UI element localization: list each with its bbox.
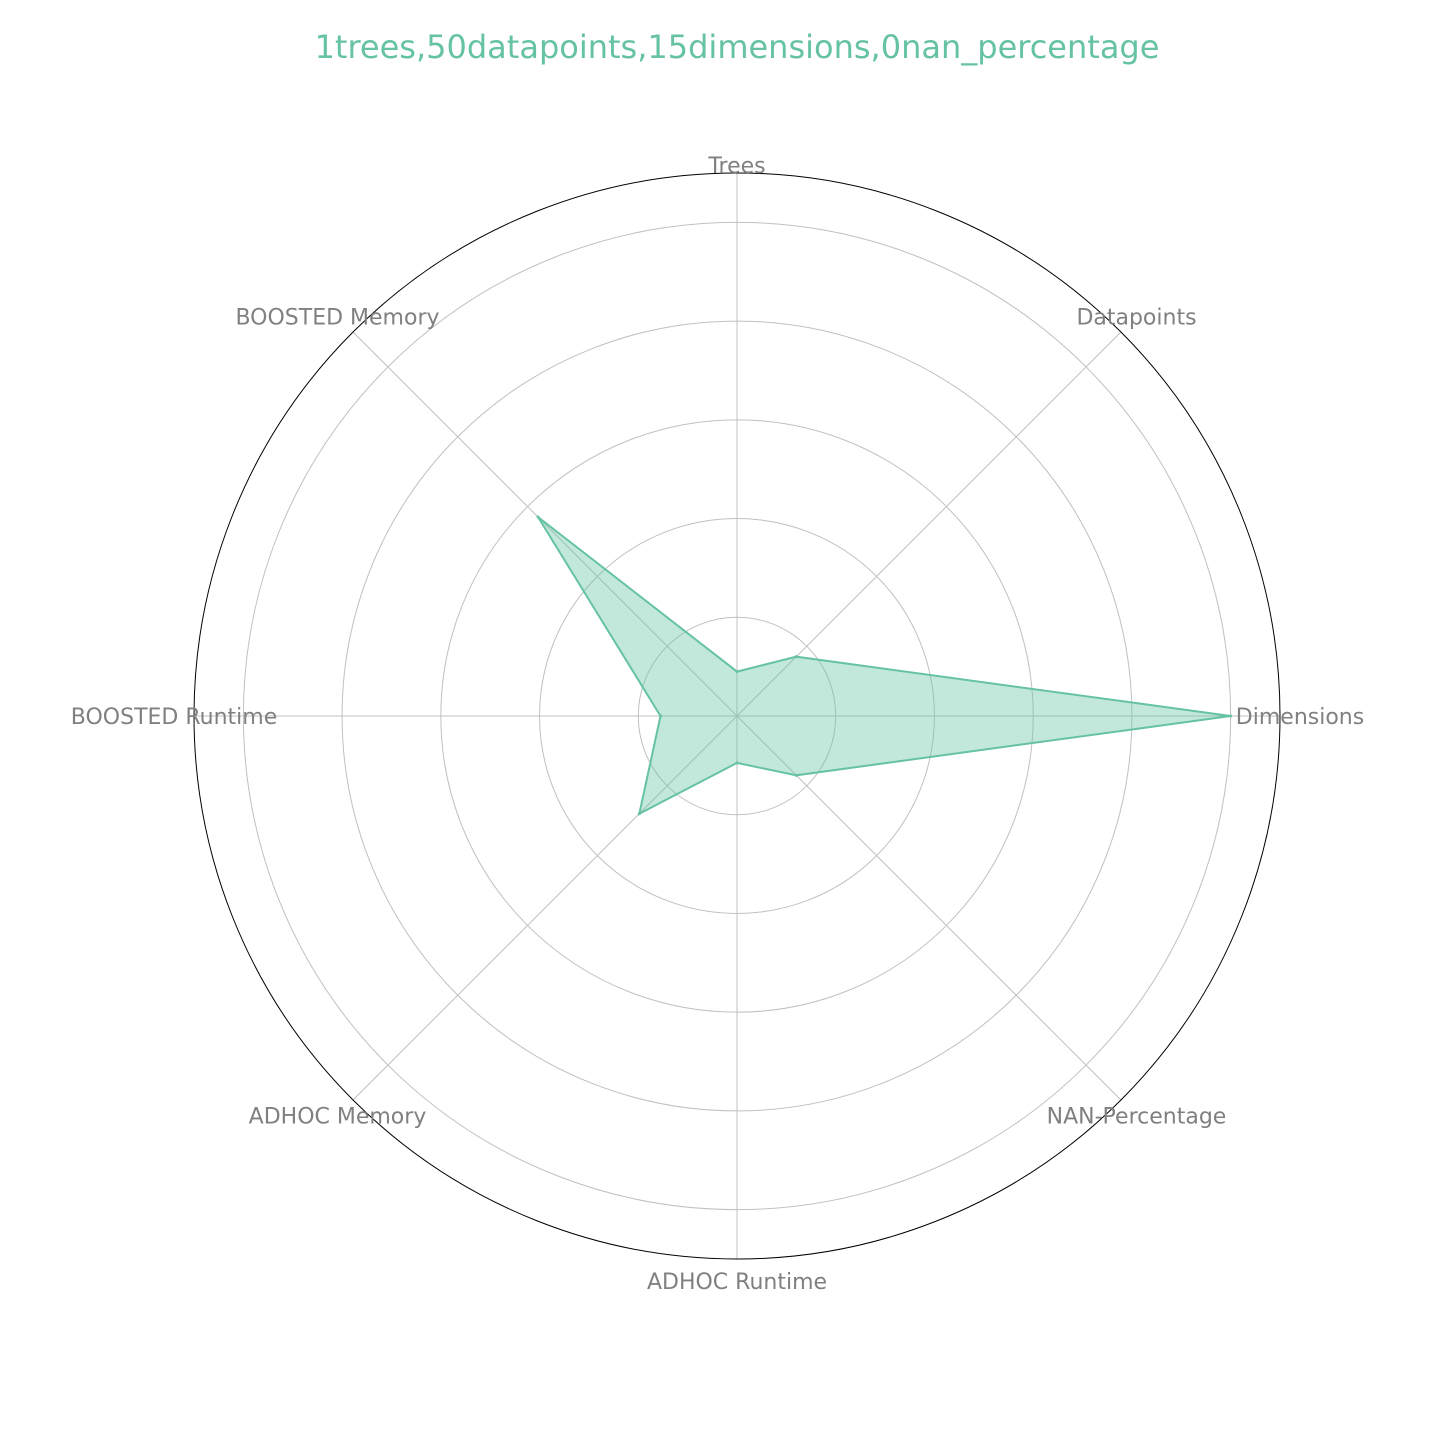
outer-frame [193,172,1281,1260]
spoke-4 [736,715,1122,1101]
spoke-2 [736,331,1122,717]
series-polygon-1 [537,516,1231,816]
axis-label-3: Dimensions [1236,705,1364,730]
axis-label-4: NAN-Percentage [1047,1105,1227,1130]
axis-label-1: Trees [707,154,765,179]
data-point-7 [658,714,662,718]
axis-label-6: ADHOC Memory [249,1105,427,1130]
grid [193,172,1281,1260]
axis-label-5: ADHOC Runtime [647,1270,827,1295]
axis-label-2: Datapoints [1076,306,1196,331]
axis-label-7: BOOSTED Runtime [71,705,277,730]
data-point-1 [735,670,739,674]
data-point-8 [536,515,540,519]
series-layer [536,515,1233,816]
data-point-6 [637,812,641,816]
data-point-4 [794,773,798,777]
data-point-2 [794,655,798,659]
axis-labels: Trees Datapoints Dimensions NAN-Percentage A… [71,154,1364,1295]
chart-title: 1trees,50datapoints,15dimensions,0nan_pe… [315,28,1160,66]
axis-label-8: BOOSTED Memory [235,306,439,331]
data-point-5 [735,761,739,765]
spoke-8 [352,331,738,717]
data-point-3 [1229,714,1233,718]
spoke-6 [352,715,738,1101]
